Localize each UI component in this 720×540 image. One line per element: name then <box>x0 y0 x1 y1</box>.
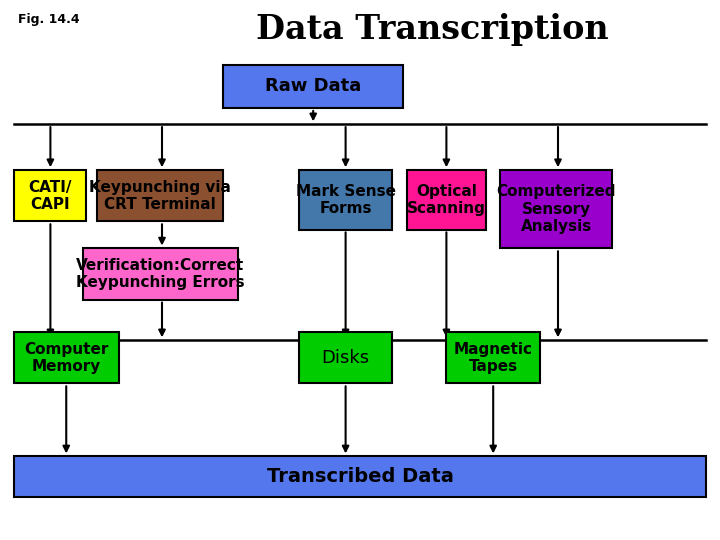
Text: Transcribed Data: Transcribed Data <box>266 467 454 486</box>
FancyBboxPatch shape <box>299 332 392 383</box>
FancyBboxPatch shape <box>97 170 223 221</box>
FancyBboxPatch shape <box>223 65 403 108</box>
Text: Keypunching via
CRT Terminal: Keypunching via CRT Terminal <box>89 179 231 212</box>
Text: Raw Data: Raw Data <box>265 77 361 96</box>
Text: Magnetic
Tapes: Magnetic Tapes <box>454 342 533 374</box>
Text: Data Transcription: Data Transcription <box>256 14 608 46</box>
Text: Mark Sense
Forms: Mark Sense Forms <box>296 184 395 216</box>
Text: Computerized
Sensory
Analysis: Computerized Sensory Analysis <box>497 184 616 234</box>
FancyBboxPatch shape <box>14 456 706 497</box>
FancyBboxPatch shape <box>446 332 540 383</box>
Text: Computer
Memory: Computer Memory <box>24 342 109 374</box>
Text: Verification:Correct
Keypunching Errors: Verification:Correct Keypunching Errors <box>76 258 245 291</box>
FancyBboxPatch shape <box>14 170 86 221</box>
FancyBboxPatch shape <box>500 170 612 248</box>
FancyBboxPatch shape <box>299 170 392 230</box>
Text: CATI/
CAPI: CATI/ CAPI <box>29 179 72 212</box>
Text: Disks: Disks <box>322 349 369 367</box>
Text: Optical
Scanning: Optical Scanning <box>407 184 486 216</box>
FancyBboxPatch shape <box>83 248 238 300</box>
Text: Fig. 14.4: Fig. 14.4 <box>18 14 80 26</box>
FancyBboxPatch shape <box>407 170 486 230</box>
FancyBboxPatch shape <box>14 332 119 383</box>
